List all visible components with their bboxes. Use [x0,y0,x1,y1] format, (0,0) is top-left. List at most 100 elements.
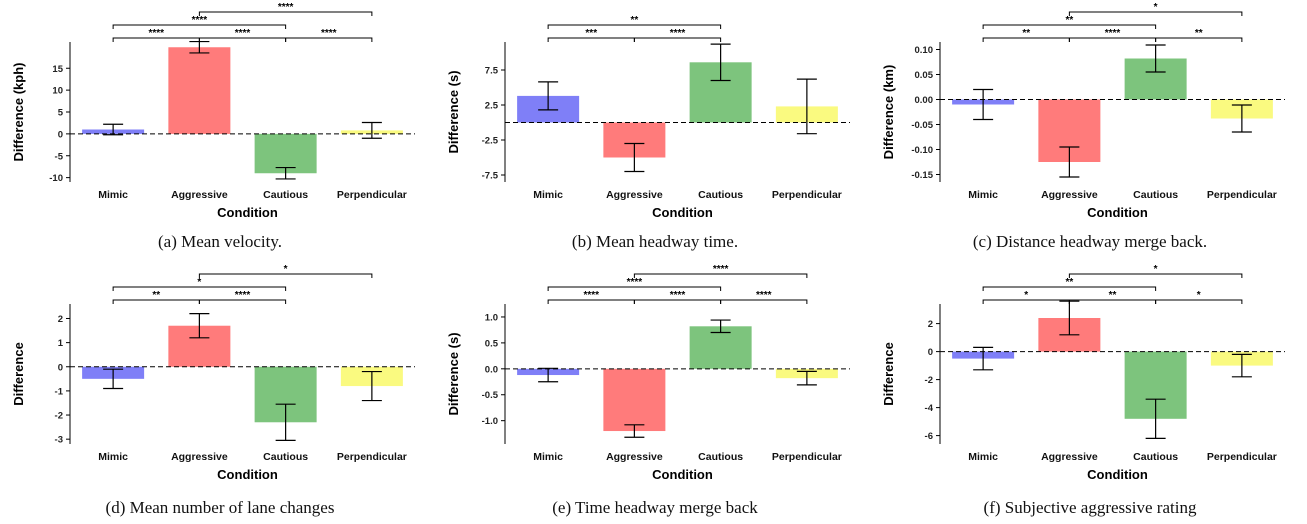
significance-label: **** [670,290,686,301]
significance-label: **** [1105,28,1121,39]
category-label-cautious: Cautious [698,451,743,463]
significance-label: **** [235,28,251,39]
category-label-cautious: Cautious [698,189,743,201]
category-label-mimic: Mimic [968,189,998,201]
significance-label: **** [627,277,643,288]
category-label-cautious: Cautious [1133,451,1178,463]
y-tick-label: -1 [55,386,64,397]
category-label-mimic: Mimic [533,451,563,463]
significance-label: ** [1065,15,1073,26]
significance-bracket [198,273,373,278]
y-tick-label: 5 [58,108,64,119]
significance-bracket [982,286,1157,291]
y-axis-title: Difference (km) [881,65,896,160]
bar-aggressive [168,47,231,134]
y-tick-label: 15 [52,64,63,75]
significance-label: **** [278,2,294,13]
significance-label: ** [1022,28,1030,39]
chart-c: -0.15 -0.10 -0.05 0.00 0.05 0.10 Mimic Aggressi… [881,2,1285,220]
y-axis-title: Difference (kph) [11,63,26,162]
category-label-mimic: Mimic [968,451,998,463]
chart-f: -6 -4 -2 0 2 Mimic Aggressive Cautious Perpendic… [881,264,1285,482]
category-label-cautious: Cautious [263,451,308,463]
x-axis-title: Condition [1087,467,1148,482]
x-axis-title: Condition [217,205,278,220]
significance-bracket [547,24,722,29]
significance-label: **** [670,28,686,39]
chart-b: -7.5 -2.5 2.5 7.5 Mimic Aggressive Cautious Per… [446,15,850,220]
y-tick-label: -0.5 [482,390,499,401]
category-label-perpendicular: Perpendicular [337,451,407,463]
significance-label: * [1024,290,1028,301]
significance-label: * [284,264,288,275]
significance-bracket [633,37,722,42]
significance-label: * [197,277,201,288]
panel-e: -1.0 -0.5 0.0 0.5 1.0 Mimic Aggressive Cautious… [440,262,870,524]
significance-bracket [982,24,1157,29]
category-label-perpendicular: Perpendicular [1207,189,1277,201]
y-tick-label: 2 [58,314,63,325]
significance-bracket [1155,299,1243,304]
y-axis-title: Difference [881,342,896,406]
category-label-aggressive: Aggressive [171,451,228,463]
significance-label: * [1154,264,1158,275]
category-label-mimic: Mimic [98,451,128,463]
category-label-cautious: Cautious [263,189,308,201]
bar-aggressive [603,368,666,432]
category-label-aggressive: Aggressive [606,189,663,201]
significance-label: **** [148,28,164,39]
y-tick-label: 1 [58,338,64,349]
significance-label: **** [192,15,208,26]
y-tick-label: -4 [925,403,934,414]
category-label-aggressive: Aggressive [1041,189,1098,201]
category-label-mimic: Mimic [98,189,128,201]
category-label-aggressive: Aggressive [171,189,228,201]
y-axis-title: Difference (s) [446,332,461,415]
y-tick-label: -5 [55,151,64,162]
caption-b: (b) Mean headway time. [571,232,739,251]
category-label-mimic: Mimic [533,189,563,201]
significance-label: * [1197,290,1201,301]
significance-label: **** [235,290,251,301]
y-tick-label: -7.5 [482,171,499,182]
significance-label: **** [756,290,772,301]
significance-bracket [1068,11,1243,16]
bar-cautious [254,133,317,174]
caption-c: (c) Distance headway merge back. [972,232,1208,251]
y-tick-label: -0.15 [911,170,933,181]
y-tick-label: 2 [928,319,933,330]
category-label-cautious: Cautious [1133,189,1178,201]
significance-label: ** [152,290,160,301]
panel-d: -3 -2 -1 0 1 2 Mimic Aggressive Cautious Perpendi… [5,262,435,524]
y-tick-label: 1.0 [485,312,498,323]
y-tick-label: -10 [49,173,63,184]
significance-label: ** [1109,290,1117,301]
caption-a: (a) Mean velocity. [158,232,282,251]
x-axis-title: Condition [217,467,278,482]
y-tick-label: 2.5 [485,101,499,112]
panel-a: -10 -5 0 5 10 15 Mimic Aggressive Cautious Perpen… [5,0,435,262]
panel-f: -6 -4 -2 0 2 Mimic Aggressive Cautious Perpendic… [875,262,1305,524]
significance-label: **** [321,28,337,39]
y-tick-label: 10 [52,86,63,97]
caption-e: (e) Time headway merge back [552,498,758,517]
significance-bracket [633,273,808,278]
significance-bracket [1068,273,1243,278]
significance-label: **** [713,264,729,275]
caption-f: (f) Subjective aggressive rating [983,498,1197,517]
significance-bracket [720,299,808,304]
significance-label: ** [630,15,638,26]
x-axis-title: Condition [652,467,713,482]
y-tick-label: -6 [925,431,933,442]
x-axis-title: Condition [1087,205,1148,220]
y-tick-label: -3 [55,435,63,446]
significance-bracket [112,24,287,29]
caption-d: (d) Mean number of lane changes [105,498,335,517]
y-tick-label: 7.5 [485,66,499,77]
panel-b: -7.5 -2.5 2.5 7.5 Mimic Aggressive Cautious Per… [440,0,870,262]
y-axis-title: Difference (s) [446,70,461,153]
category-label-perpendicular: Perpendicular [772,451,842,463]
y-tick-label: 0.00 [915,95,934,106]
y-axis-title: Difference [11,342,26,406]
